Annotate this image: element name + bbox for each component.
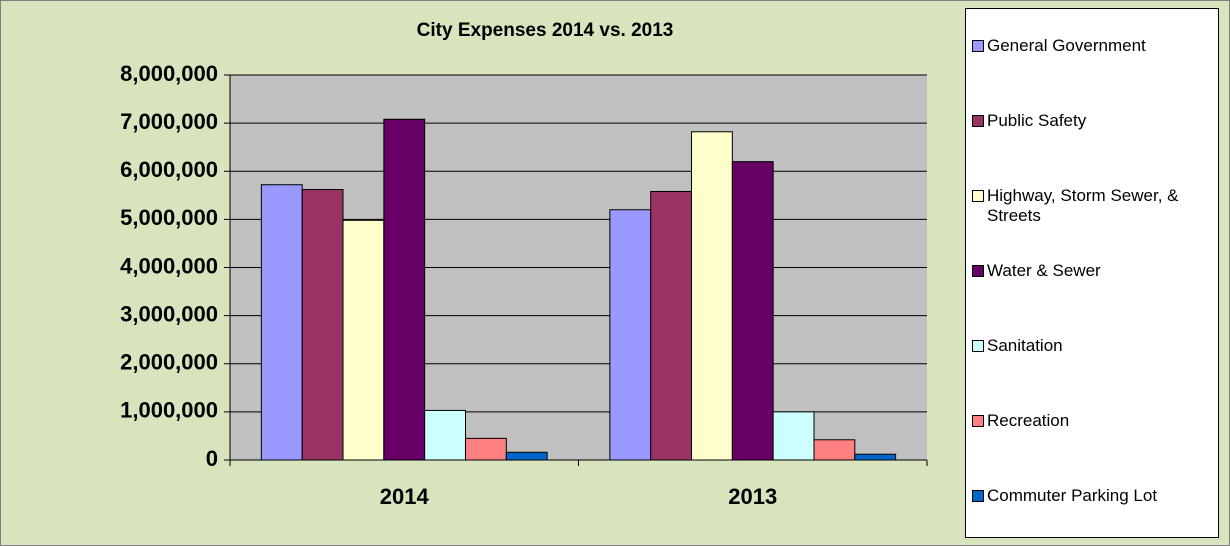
y-tick-label: 4,000,000 [120,253,218,278]
legend-entry: Sanitation [972,336,1216,356]
legend-swatch [972,340,984,352]
y-tick-label: 6,000,000 [120,157,218,182]
bar [609,209,652,461]
legend-label: Commuter Parking Lot [987,486,1158,505]
bar [383,118,426,461]
y-tick-label: 0 [206,446,218,471]
bar [464,437,507,461]
bar [342,219,385,461]
bar [301,189,344,461]
legend-swatch [972,115,984,127]
bar [424,409,466,461]
y-tick-label: 2,000,000 [120,350,218,375]
x-tick-label: 2014 [380,484,430,509]
legend-label: Recreation [987,411,1070,430]
bar [650,190,693,461]
x-tick-label: 2013 [728,484,777,509]
bar [772,411,815,461]
chart-title: City Expenses 2014 vs. 2013 [417,20,674,41]
legend-entry: Commuter Parking Lot [972,486,1216,506]
bar [813,439,856,461]
legend-swatch [972,40,984,52]
legend-swatch [972,490,984,502]
legend-swatch [972,415,984,427]
legend-label: Public Safety [987,111,1087,130]
legend-entry: General Government [972,36,1216,56]
legend-label: Sanitation [987,336,1063,355]
bar [260,184,303,461]
bar [505,451,548,461]
y-tick-label: 5,000,000 [120,205,218,230]
legend-entry: Public Safety [972,111,1216,131]
legend-swatch [972,190,984,202]
legend-label: Highway, Storm Sewer, & Streets [987,186,1179,225]
legend-swatch [972,265,984,277]
y-tick-label: 8,000,000 [120,61,218,86]
bar [731,161,774,461]
y-tick-label: 3,000,000 [120,301,218,326]
y-tick-label: 7,000,000 [120,109,218,134]
legend-entry: Water & Sewer [972,261,1216,281]
legend-label: General Government [987,36,1146,55]
y-tick-label: 1,000,000 [120,398,218,423]
bar [691,131,733,461]
legend-entry: Recreation [972,411,1216,431]
bar [854,453,897,461]
legend-label: Water & Sewer [987,261,1101,280]
legend: General Government Public Safety Highway, … [965,8,1219,538]
legend-entry: Highway, Storm Sewer, & Streets [972,186,1216,226]
